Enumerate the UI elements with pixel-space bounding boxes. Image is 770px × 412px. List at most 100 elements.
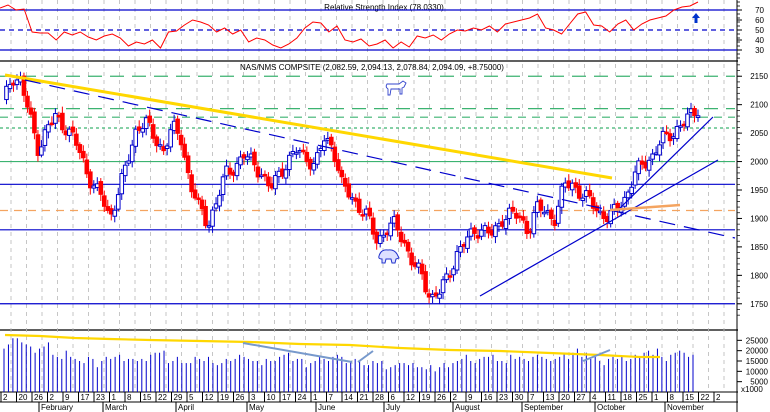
day-label: 21 — [360, 393, 369, 402]
day-label: 11 — [608, 393, 617, 402]
rsi-axis-label: 40 — [755, 36, 764, 45]
price-axis-label: 1950 — [750, 186, 768, 195]
candle-body — [493, 225, 498, 238]
candle-body — [98, 181, 104, 195]
candle-body — [451, 268, 456, 276]
candle-body — [196, 197, 201, 201]
candle-body — [234, 162, 240, 177]
candle-body — [25, 95, 30, 108]
candle-body — [503, 219, 509, 230]
day-label: 26 — [34, 393, 43, 402]
candle-body — [685, 113, 690, 128]
day-label: 3 — [251, 393, 256, 402]
blue-downtrend-line — [24, 79, 736, 239]
day-label: 4 — [592, 393, 597, 402]
candle-body — [175, 118, 180, 134]
bear-icon — [378, 249, 400, 264]
candle-body — [168, 129, 173, 148]
rsi-axis-label: 50 — [755, 26, 764, 35]
day-label: 15 — [143, 393, 152, 402]
day-label: 10 — [267, 393, 276, 402]
candle-body — [133, 128, 139, 147]
candle-body — [4, 85, 9, 101]
candle-body — [32, 111, 37, 134]
orange-support-line — [609, 203, 681, 212]
day-label: 19 — [220, 393, 229, 402]
volume-axis-label: 5000 — [750, 378, 768, 387]
volume-unit-label: x1000 — [741, 385, 763, 394]
candle-body — [220, 176, 226, 196]
candle-body — [356, 198, 362, 213]
day-label: 22 — [701, 393, 710, 402]
candle-body — [472, 227, 477, 234]
candle-body — [143, 117, 149, 129]
candle-body — [203, 205, 208, 227]
month-label: June — [318, 403, 336, 412]
candle-body — [35, 134, 41, 156]
price-axis-label: 2000 — [750, 158, 768, 167]
day-label: 12 — [406, 393, 415, 402]
candle-body — [573, 182, 579, 188]
day-label: 22 — [158, 393, 167, 402]
day-label: 13 — [546, 393, 555, 402]
month-label: September — [524, 403, 563, 412]
day-label: 20 — [561, 393, 570, 402]
candle-body — [210, 209, 215, 227]
candle-body — [185, 155, 191, 174]
day-label: 17 — [282, 393, 291, 402]
candle-body — [521, 216, 526, 221]
candle-body — [49, 122, 55, 126]
candle-body — [339, 169, 345, 178]
candle-body — [129, 144, 135, 163]
day-label: 6 — [391, 393, 396, 402]
candle-body — [60, 112, 65, 131]
bull-icon — [385, 80, 407, 96]
candle-body — [182, 143, 187, 158]
candle-body — [486, 226, 491, 234]
day-label: 18 — [623, 393, 632, 402]
day-label: 7 — [530, 393, 535, 402]
price-axis-label: 2150 — [750, 72, 768, 81]
candle-body — [227, 167, 233, 175]
price-title: NAS/NMS COMPSITE (2,082.59, 2,094.13, 2,… — [240, 63, 504, 72]
candle-body — [332, 146, 338, 162]
candle-body — [273, 175, 278, 190]
candle-body — [346, 183, 352, 198]
candle-body — [53, 113, 58, 124]
month-label: October — [597, 403, 626, 412]
volume-trendline — [242, 342, 353, 363]
candle-body — [342, 177, 348, 187]
candle-body — [328, 136, 334, 146]
candle-body — [252, 151, 257, 166]
candle-body — [419, 263, 425, 275]
candle-body — [70, 126, 76, 133]
day-label: 28 — [375, 393, 384, 402]
candle-body — [7, 83, 13, 90]
candle-body — [475, 235, 481, 239]
candle-body — [266, 176, 271, 187]
day-label: 9 — [468, 393, 473, 402]
month-label: May — [249, 403, 264, 412]
candle-body — [287, 154, 292, 170]
price-axis-label: 1900 — [750, 214, 768, 223]
candle-body — [294, 152, 299, 155]
candle-body — [465, 236, 470, 249]
candle-body — [402, 239, 407, 244]
day-label: 24 — [298, 393, 307, 402]
candle-body — [245, 156, 250, 161]
candle-body — [370, 217, 376, 235]
candle-body — [657, 144, 662, 156]
day-label: 8 — [670, 393, 675, 402]
month-label: March — [105, 403, 127, 412]
panel-frames — [0, 0, 738, 412]
candle-body — [21, 75, 27, 96]
day-label: 8 — [127, 393, 132, 402]
candle-body — [646, 159, 652, 171]
price-axis-label: 1750 — [750, 300, 768, 309]
candle-body — [440, 279, 446, 294]
candle-body — [322, 140, 327, 151]
candle-body — [199, 199, 205, 210]
price-axis-label: 2050 — [750, 129, 768, 138]
candle-body — [304, 151, 310, 163]
